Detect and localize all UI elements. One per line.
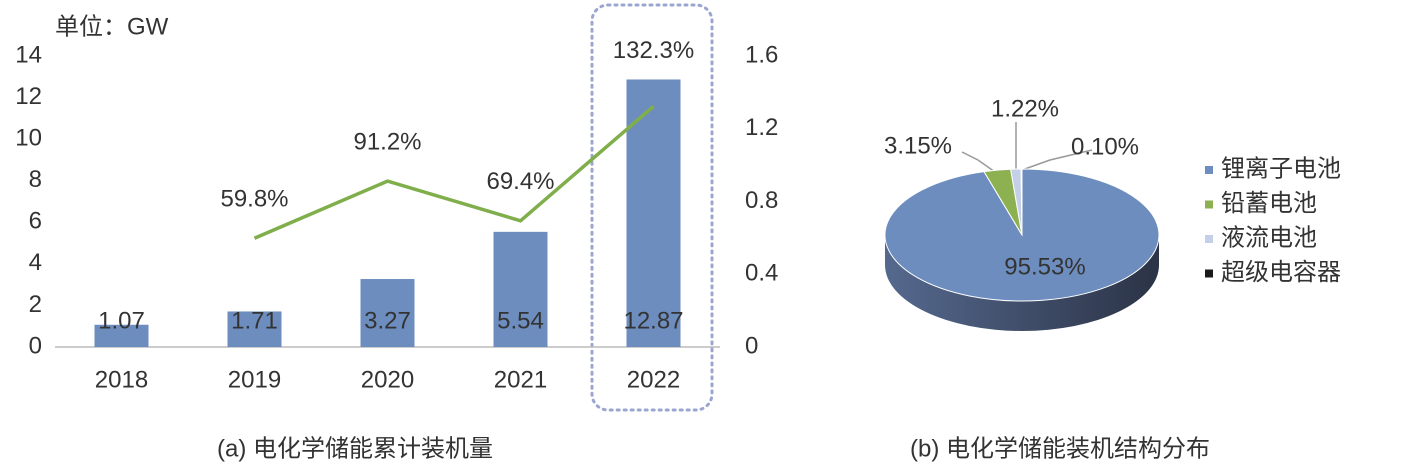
y-tick-label: 10 xyxy=(15,124,42,151)
y2-tick-label: 1.2 xyxy=(745,114,778,141)
y2-tick-label: 0 xyxy=(745,332,758,359)
y2-tick-label: 1.6 xyxy=(745,41,778,68)
bar xyxy=(493,231,548,347)
leader-lines xyxy=(961,122,1093,173)
bar-value-label: 1.07 xyxy=(98,307,145,334)
y2-tick-label: 0.4 xyxy=(745,260,778,287)
line xyxy=(253,105,655,240)
legend-swatch xyxy=(1205,235,1213,243)
y-tick-label: 0 xyxy=(29,332,42,359)
pie-side xyxy=(885,235,1159,331)
bar xyxy=(360,279,415,347)
legend-swatch xyxy=(1205,200,1213,209)
bar-value-label: 5.54 xyxy=(497,307,544,334)
pie-value-label: 1.22% xyxy=(991,95,1059,122)
unit-label: 单位：GW xyxy=(55,13,169,40)
pie-depth xyxy=(885,235,1159,331)
y-tick-label: 2 xyxy=(29,291,42,318)
legend-swatch xyxy=(1205,166,1213,174)
bar xyxy=(227,311,282,347)
legend-swatch xyxy=(1205,269,1213,278)
legend-label: 液流电池 xyxy=(1221,224,1317,251)
caption: (b) 电化学储能装机结构分布 xyxy=(910,435,1210,462)
line-value-label: 69.4% xyxy=(486,168,554,195)
caption: (a) 电化学储能累计装机量 xyxy=(217,435,493,462)
line-value-label: 59.8% xyxy=(220,186,288,213)
pie-value-label: 0.10% xyxy=(1071,133,1139,160)
x-tick-label: 2018 xyxy=(95,366,148,393)
bar-value-label: 1.71 xyxy=(231,307,278,334)
y-tick-label: 6 xyxy=(29,208,42,235)
line-value-label: 132.3% xyxy=(613,37,694,64)
legend-label: 锂离子电池 xyxy=(1221,155,1341,182)
bar xyxy=(94,324,149,347)
x-tick-label: 2022 xyxy=(627,366,680,393)
bar-value-label: 12.87 xyxy=(623,307,683,334)
y-tick-label: 4 xyxy=(29,249,42,276)
line-value-label: 91.2% xyxy=(353,128,421,155)
pie-value-label: 95.53% xyxy=(1004,253,1085,280)
pie-slice xyxy=(1020,168,1023,236)
x-tick-label: 2020 xyxy=(361,366,414,393)
x-tick-label: 2021 xyxy=(494,366,547,393)
legend-label: 超级电容器 xyxy=(1221,259,1341,286)
pie-value-label: 3.15% xyxy=(884,132,952,159)
highlight-box xyxy=(590,3,714,412)
y-tick-label: 12 xyxy=(15,83,42,110)
legend-label: 铅蓄电池 xyxy=(1221,190,1317,217)
y-tick-label: 8 xyxy=(29,166,42,193)
x-tick-label: 2019 xyxy=(228,366,281,393)
y2-tick-label: 0.8 xyxy=(745,187,778,214)
bar-value-label: 3.27 xyxy=(364,307,411,334)
y-tick-label: 14 xyxy=(15,41,42,68)
